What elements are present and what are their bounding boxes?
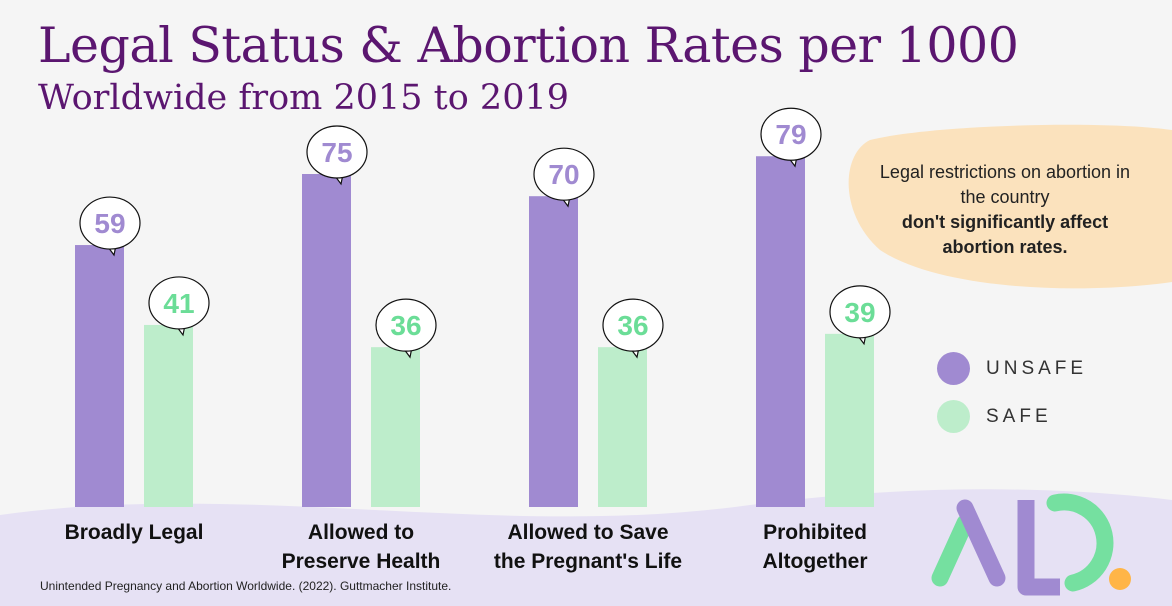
bar-unsafe-1 [75,245,124,508]
category-label-line: Allowed to Save [507,521,669,544]
bar-safe-4 [825,333,874,507]
legend-safe-swatch [937,400,970,433]
ad-logo [931,493,1131,596]
value-bubble: 36 [375,298,437,359]
key-takeaway-note: Legal restrictions on abortion in the co… [870,160,1140,260]
value-bubble: 39 [829,285,891,346]
bar-unsafe-4 [756,156,805,508]
category-label: Allowed to Save the Pregnant's Life [478,518,698,576]
bar-unsafe-2 [302,174,351,507]
data-label: 36 [617,310,648,341]
data-label: 70 [548,159,579,190]
legend-unsafe-swatch [937,352,970,385]
bar-safe-3 [598,347,647,507]
source-citation: Unintended Pregnancy and Abortion Worldw… [40,579,452,593]
note-bold-text: don't significantly affect abortion rate… [901,212,1109,257]
bar-unsafe-3 [529,196,578,507]
legend-unsafe-label: UNSAFE [986,357,1088,379]
category-label-line: Preserve Health [281,550,441,573]
value-bubble: 36 [602,298,664,359]
data-label: 59 [94,208,125,239]
value-bubble: 79 [760,107,822,168]
value-bubble: 59 [79,196,141,257]
bar-safe-1 [144,324,193,507]
category-label: Broadly Legal [24,518,244,547]
value-bubble: 75 [306,125,368,186]
data-label: 79 [775,119,806,150]
category-label: Prohibited Altogether [705,518,925,576]
value-bubble: 70 [533,147,595,208]
chart-subtitle: Worldwide from 2015 to 2019 [38,78,569,118]
data-label: 36 [390,310,421,341]
legend-unsafe: UNSAFE [937,352,1087,385]
legend-safe-label: SAFE [986,405,1052,427]
category-label: Allowed to Preserve Health [251,518,471,576]
category-label-line: Prohibited [763,521,867,544]
data-label: 39 [844,297,875,328]
ground-wave [0,489,1172,606]
category-label-line: the Pregnant's Life [493,550,683,573]
category-label-line: Allowed to [307,521,415,544]
category-label-line: Altogether [762,550,868,573]
note-text: Legal restrictions on abortion in the co… [879,162,1131,207]
bar-safe-2 [371,347,420,507]
chart-title: Legal Status & Abortion Rates per 1000 [38,17,1019,74]
legend-safe: SAFE [937,400,1052,433]
data-label: 75 [321,137,352,168]
category-label-line: Broadly Legal [64,521,204,544]
data-label: 41 [163,288,194,319]
value-bubble: 41 [148,276,210,337]
